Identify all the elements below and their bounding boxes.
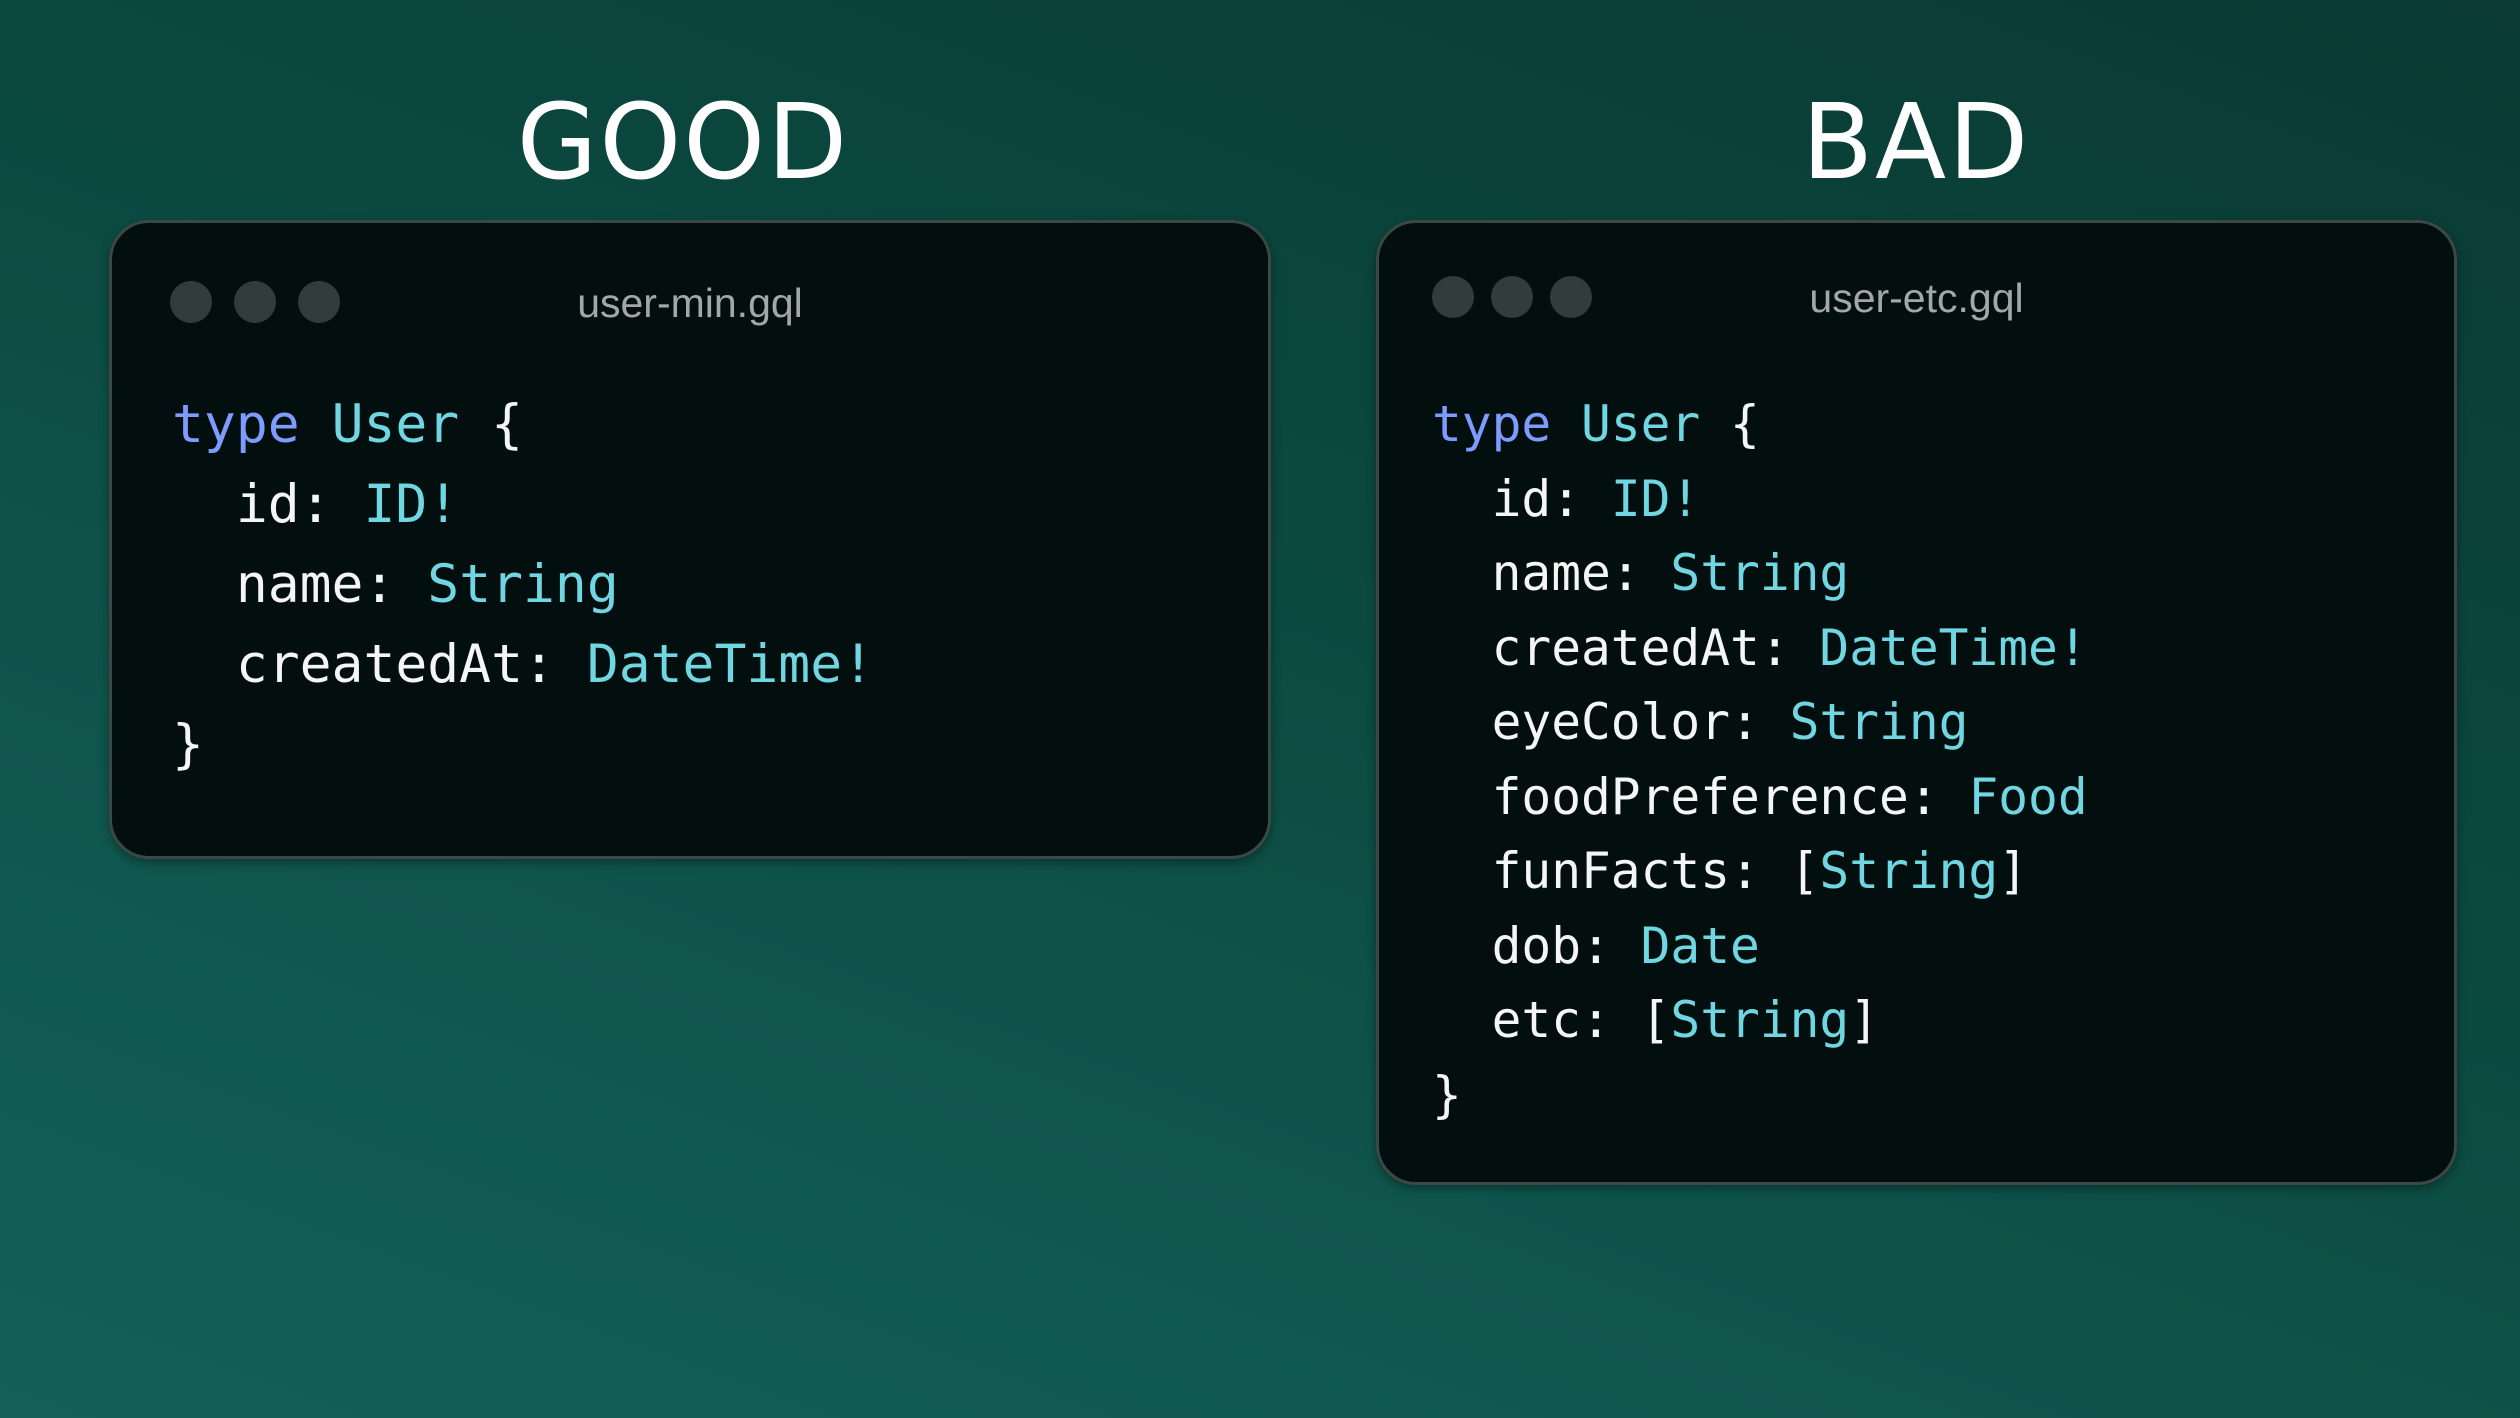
- code-line: createdAt: DateTime!: [172, 625, 874, 705]
- code-line: createdAt: DateTime!: [1432, 611, 2088, 686]
- code-line: funFacts: [String]: [1432, 834, 2088, 909]
- code-line: foodPreference: Food: [1432, 760, 2088, 835]
- code-line: dob: Date: [1432, 909, 2088, 984]
- code-text: [1551, 395, 1581, 453]
- code-text: }: [172, 714, 204, 775]
- code-type: String: [1670, 544, 1850, 602]
- code-text: id:: [1432, 469, 1611, 528]
- code-text: foodPreference:: [1432, 767, 1969, 826]
- code-line: type User {: [1432, 387, 2088, 462]
- code-line: type User {: [172, 385, 874, 465]
- code-text: ]: [1998, 842, 2029, 900]
- code-block: type User { id: ID! name: String created…: [1432, 387, 2088, 1132]
- code-text: {: [1700, 395, 1760, 453]
- code-line: name: String: [172, 545, 874, 625]
- bad-heading: BAD: [1801, 81, 2031, 203]
- code-text: name:: [172, 554, 428, 615]
- code-text: eyeColor:: [1432, 693, 1790, 751]
- window-close-dot-icon: [1432, 276, 1474, 318]
- code-line: name: String: [1432, 536, 2088, 611]
- window-close-dot-icon: [170, 281, 212, 323]
- window-minimize-dot-icon: [1491, 276, 1533, 318]
- good-code-window: user-min.gql type User { id: ID! name: S…: [109, 220, 1271, 859]
- code-text: dob:: [1432, 916, 1641, 975]
- code-type: String: [1670, 991, 1850, 1049]
- good-heading: GOOD: [516, 81, 850, 203]
- code-text: funFacts: [: [1432, 842, 1820, 900]
- code-keyword: type: [172, 394, 300, 455]
- code-type: DateTime!: [1819, 618, 2088, 677]
- code-line: }: [1432, 1058, 2088, 1133]
- code-type: Date: [1640, 916, 1760, 975]
- code-text: }: [1432, 1065, 1462, 1124]
- code-line: eyeColor: String: [1432, 685, 2088, 760]
- code-text: [300, 394, 332, 455]
- code-line: etc: [String]: [1432, 983, 2088, 1058]
- window-filename: user-min.gql: [577, 280, 803, 326]
- code-text: createdAt:: [1432, 618, 1820, 677]
- code-text: id:: [172, 474, 364, 535]
- window-maximize-dot-icon: [1550, 276, 1592, 318]
- window-maximize-dot-icon: [298, 281, 340, 323]
- code-type: User: [1581, 395, 1701, 453]
- code-keyword: type: [1432, 395, 1552, 453]
- window-minimize-dot-icon: [234, 281, 276, 323]
- code-type: ID!: [363, 474, 460, 535]
- bad-code-window: user-etc.gql type User { id: ID! name: S…: [1376, 220, 2457, 1185]
- code-block: type User { id: ID! name: String created…: [172, 385, 874, 785]
- code-type: String: [1789, 693, 1969, 751]
- code-text: ]: [1849, 991, 1880, 1049]
- code-type: ID!: [1610, 469, 1701, 528]
- code-text: etc: [: [1432, 991, 1671, 1049]
- code-type: DateTime!: [586, 634, 875, 695]
- code-type: String: [1819, 842, 1999, 900]
- code-text: name:: [1432, 544, 1671, 602]
- code-line: id: ID!: [1432, 462, 2088, 537]
- window-filename: user-etc.gql: [1809, 275, 2024, 321]
- code-type: User: [331, 394, 460, 455]
- code-type: String: [427, 554, 619, 615]
- code-type: Food: [1968, 767, 2088, 826]
- code-text: {: [459, 394, 524, 455]
- code-line: }: [172, 705, 874, 785]
- code-text: createdAt:: [172, 634, 587, 695]
- code-line: id: ID!: [172, 465, 874, 545]
